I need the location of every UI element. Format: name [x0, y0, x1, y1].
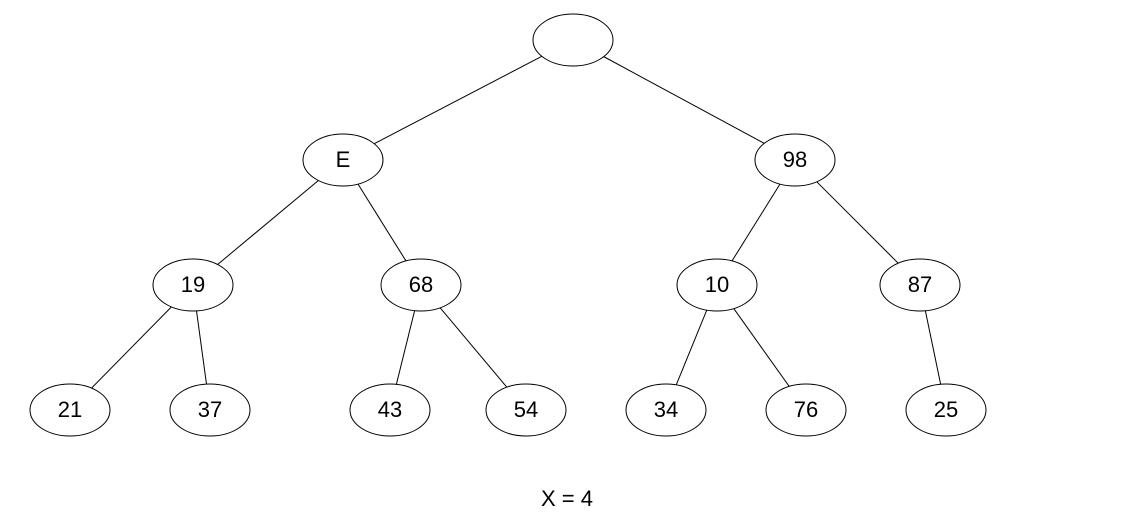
node-label: 43: [378, 397, 402, 422]
edge: [817, 182, 898, 263]
edge: [734, 309, 789, 387]
tree-node: 43: [350, 384, 430, 436]
node-label: 68: [409, 272, 433, 297]
node-label: 76: [794, 397, 818, 422]
node-label: E: [336, 147, 351, 172]
tree-node: 10: [677, 259, 757, 311]
node-label: 19: [181, 272, 205, 297]
tree-node: 87: [880, 259, 960, 311]
edge: [440, 308, 507, 387]
edges-layer: [92, 56, 941, 388]
edge: [604, 57, 764, 144]
tree-node: 54: [486, 384, 566, 436]
edge: [218, 181, 319, 265]
tree-node: 21: [30, 384, 110, 436]
nodes-layer: E 98 19 68 10 87 21 37 43 54 34 76 25: [30, 14, 986, 436]
node-label: 25: [934, 397, 958, 422]
tree-diagram: E 98 19 68 10 87 21 37 43 54 34 76 25 X = 4: [0, 0, 1131, 527]
tree-node: E: [303, 134, 383, 186]
node-label: 54: [514, 397, 538, 422]
edge: [92, 307, 172, 388]
tree-node: 37: [170, 384, 250, 436]
edge: [197, 311, 207, 384]
edge: [676, 310, 706, 385]
tree-node: 98: [755, 134, 835, 186]
node-ellipse: [533, 14, 613, 66]
edge: [925, 311, 940, 384]
tree-node: 68: [381, 259, 461, 311]
caption-text: X = 4: [541, 486, 593, 511]
node-label: 98: [783, 147, 807, 172]
edge: [396, 311, 414, 385]
tree-node: [533, 14, 613, 66]
edge: [374, 56, 542, 143]
edge: [732, 184, 780, 261]
tree-node: 25: [906, 384, 986, 436]
node-label: 87: [908, 272, 932, 297]
node-label: 21: [58, 397, 82, 422]
node-label: 10: [705, 272, 729, 297]
tree-node: 34: [626, 384, 706, 436]
node-label: 37: [198, 397, 222, 422]
tree-node: 76: [766, 384, 846, 436]
node-label: 34: [654, 397, 678, 422]
edge: [358, 184, 406, 261]
tree-node: 19: [153, 259, 233, 311]
